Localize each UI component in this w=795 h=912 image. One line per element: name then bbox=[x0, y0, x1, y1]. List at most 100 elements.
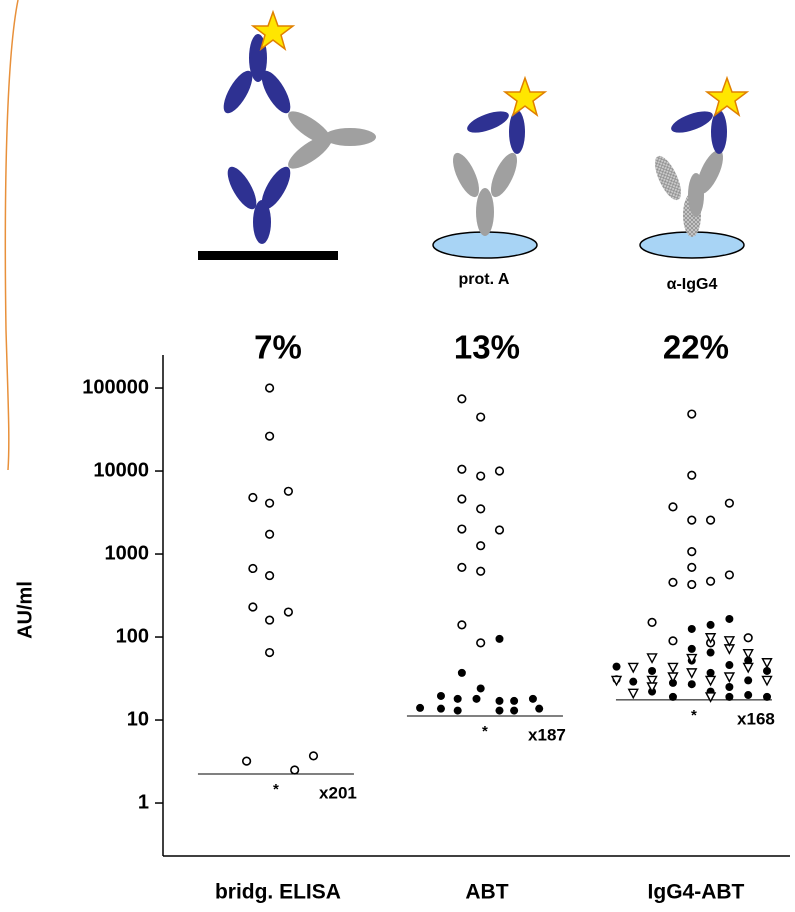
data-point bbox=[669, 579, 677, 587]
data-point bbox=[266, 384, 274, 392]
data-point bbox=[477, 567, 485, 575]
data-point bbox=[688, 548, 696, 556]
data-point bbox=[458, 395, 466, 403]
data-point bbox=[725, 661, 733, 669]
data-point bbox=[249, 565, 257, 573]
data-point bbox=[535, 705, 543, 713]
data-point bbox=[266, 616, 274, 624]
data-point bbox=[744, 676, 752, 684]
data-point bbox=[458, 621, 466, 629]
data-point bbox=[510, 697, 518, 705]
y-tick-label: 100000 bbox=[82, 376, 149, 398]
data-point bbox=[725, 693, 733, 701]
data-point bbox=[477, 639, 485, 647]
data-point bbox=[629, 689, 638, 698]
data-point bbox=[688, 680, 696, 688]
illustration-label: α-IgG4 bbox=[667, 276, 718, 293]
illustration-igg4-abt bbox=[640, 78, 747, 258]
data-point bbox=[458, 495, 466, 503]
data-point bbox=[266, 432, 274, 440]
data-point bbox=[669, 637, 677, 645]
data-point bbox=[688, 410, 696, 418]
x-tick-label: ABT bbox=[465, 881, 508, 904]
data-point bbox=[648, 654, 657, 663]
data-point bbox=[725, 683, 733, 691]
median-marker: * bbox=[482, 723, 488, 740]
data-point bbox=[706, 676, 715, 685]
data-point bbox=[437, 705, 445, 713]
data-point bbox=[744, 634, 752, 642]
data-point bbox=[477, 542, 485, 550]
data-point bbox=[688, 516, 696, 524]
median-label: x201 bbox=[319, 783, 357, 802]
data-point bbox=[249, 494, 257, 502]
data-point bbox=[707, 516, 715, 524]
data-point bbox=[266, 530, 274, 538]
median-label: x187 bbox=[528, 725, 566, 744]
data-point bbox=[744, 650, 753, 659]
data-point bbox=[707, 669, 715, 677]
data-point bbox=[285, 608, 293, 616]
data-point bbox=[473, 695, 481, 703]
x-tick-label: IgG4-ABT bbox=[648, 881, 745, 904]
data-point bbox=[669, 693, 677, 701]
data-point bbox=[477, 472, 485, 480]
data-point bbox=[688, 581, 696, 589]
data-point bbox=[688, 471, 696, 479]
data-point bbox=[496, 526, 504, 534]
data-point bbox=[669, 503, 677, 511]
data-point bbox=[725, 673, 734, 682]
data-point bbox=[495, 697, 503, 705]
data-point bbox=[458, 465, 466, 473]
data-point bbox=[477, 413, 485, 421]
data-point bbox=[763, 659, 772, 668]
data-point bbox=[266, 499, 274, 507]
y-tick-label: 1000 bbox=[105, 542, 150, 564]
data-point bbox=[529, 695, 537, 703]
data-point bbox=[458, 525, 466, 533]
data-point bbox=[688, 564, 696, 572]
data-point bbox=[416, 704, 424, 712]
data-point bbox=[648, 619, 656, 627]
data-point bbox=[629, 678, 637, 686]
data-point bbox=[310, 752, 318, 760]
median-marker: * bbox=[273, 781, 279, 798]
percent-label: 22% bbox=[663, 329, 729, 366]
data-point bbox=[291, 766, 299, 774]
illustration-label: prot. A bbox=[459, 271, 510, 288]
data-point bbox=[454, 695, 462, 703]
data-point bbox=[688, 645, 696, 653]
data-point bbox=[495, 707, 503, 715]
data-point bbox=[629, 663, 638, 672]
data-point bbox=[725, 615, 733, 623]
data-point bbox=[726, 499, 734, 507]
illustration-bridging bbox=[198, 12, 376, 260]
data-point bbox=[510, 707, 518, 715]
data-point bbox=[613, 663, 621, 671]
data-point bbox=[285, 487, 293, 495]
data-point bbox=[458, 669, 466, 677]
data-point bbox=[668, 663, 677, 672]
data-point bbox=[668, 673, 677, 682]
data-point bbox=[744, 663, 753, 672]
data-point bbox=[707, 577, 715, 585]
data-point bbox=[707, 621, 715, 629]
y-tick-label: 10 bbox=[127, 708, 149, 730]
data-point bbox=[437, 692, 445, 700]
data-point bbox=[648, 667, 656, 675]
illustration-abt bbox=[433, 78, 545, 258]
data-point bbox=[266, 649, 274, 657]
data-point bbox=[687, 669, 696, 678]
data-point bbox=[725, 637, 734, 646]
data-point bbox=[496, 467, 504, 475]
chart: prot. A α-IgG4 AU/ml 1101001000100001000… bbox=[0, 0, 795, 912]
data-point bbox=[243, 757, 251, 765]
data-point bbox=[707, 649, 715, 657]
data-point bbox=[744, 691, 752, 699]
data-point bbox=[477, 684, 485, 692]
percent-label: 7% bbox=[254, 329, 302, 366]
y-tick-label: 10000 bbox=[93, 459, 149, 481]
data-point bbox=[726, 571, 734, 579]
data-point bbox=[688, 625, 696, 633]
percent-label: 13% bbox=[454, 329, 520, 366]
